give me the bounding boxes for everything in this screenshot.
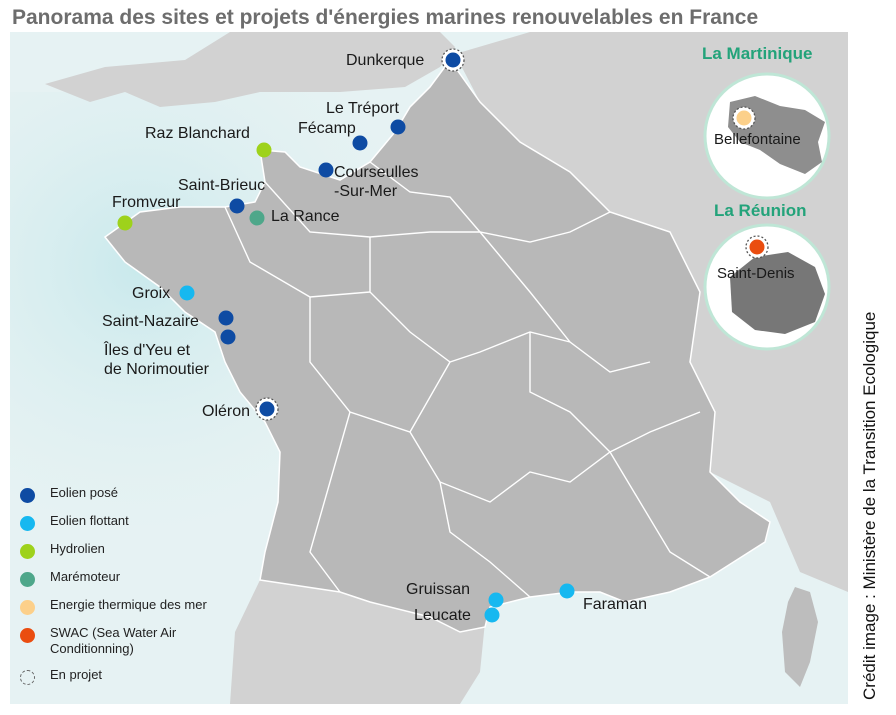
legend-label: En projet: [50, 667, 103, 682]
marker-oleron[interactable]: [259, 401, 275, 417]
label-bellefontaine: Bellefontaine: [714, 131, 801, 148]
marker-dunkerque[interactable]: [445, 52, 461, 68]
inset-title-martinique: La Martinique: [702, 44, 813, 63]
label-leucate: Leucate: [414, 607, 471, 624]
label-le-treport: Le Tréport: [326, 100, 399, 117]
marker-la-rance[interactable]: [249, 210, 265, 226]
legend-dot-hydrolien: [20, 544, 35, 559]
label-gruissan: Gruissan: [406, 581, 471, 598]
label-saint-denis: Saint-Denis: [717, 265, 795, 282]
label-fromveur: Fromveur: [112, 194, 181, 211]
marker-saint-nazaire[interactable]: [218, 310, 234, 326]
label-oleron: Oléron: [202, 403, 251, 420]
label-groix: Groix: [132, 285, 171, 302]
marker-iles-d-yeu-et-de-norimoutier[interactable]: [220, 329, 236, 345]
france-map: [10, 32, 848, 704]
marker-saint-denis[interactable]: [749, 239, 765, 255]
land-spain: [230, 580, 485, 704]
marker-fromveur[interactable]: [117, 215, 133, 231]
site-markers: [117, 48, 769, 623]
marker-courseulles-sur-mer[interactable]: [318, 162, 334, 178]
marker-saint-brieuc[interactable]: [229, 198, 245, 214]
label-courseulles-line2: -Sur-Mer: [334, 183, 398, 200]
land-uk: [45, 32, 455, 107]
marker-faraman[interactable]: [559, 583, 575, 599]
land-corsica: [782, 587, 818, 687]
label-saint-brieuc: Saint-Brieuc: [178, 177, 266, 194]
region-boundaries: [224, 161, 711, 598]
legend-label: Hydrolien: [50, 541, 105, 556]
marker-leucate[interactable]: [484, 607, 500, 623]
map-title: Panorama des sites et projets d'énergies…: [12, 6, 759, 29]
legend-label: Eolien flottant: [50, 513, 129, 528]
label-dunkerque: Dunkerque: [346, 52, 425, 69]
legend-dot-thermique: [20, 600, 35, 615]
label-faraman: Faraman: [583, 596, 648, 613]
legend-label: Eolien posé: [50, 485, 118, 500]
legend-dot-eolien-flottant: [20, 516, 35, 531]
legend-dot-eolien-pose: [20, 488, 35, 503]
label-saint-nazaire: Saint-Nazaire: [102, 313, 199, 330]
legend-label: Marémoteur: [50, 569, 121, 584]
legend-item-swac: SWAC (Sea Water Air Conditionning): [20, 625, 250, 659]
label-iles-yeu-line2: de Norimoutier: [104, 361, 209, 378]
marker-le-treport[interactable]: [390, 119, 406, 135]
legend-dot-swac: [20, 628, 35, 643]
legend-dot-maremoteur: [20, 572, 35, 587]
label-fecamp: Fécamp: [298, 120, 356, 137]
label-courseulles-line1: Courseulles: [334, 164, 419, 181]
marker-groix[interactable]: [179, 285, 195, 301]
map-area: [10, 32, 848, 704]
marker-raz-blanchard[interactable]: [256, 142, 272, 158]
inset-title-reunion: La Réunion: [714, 201, 807, 220]
image-credit: Crédit image : Ministère de la Transitio…: [860, 311, 879, 700]
label-raz-blanchard: Raz Blanchard: [145, 125, 250, 142]
legend-label: Energie thermique des mer: [50, 597, 207, 612]
label-iles-yeu-line1: Îles d'Yeu et: [104, 342, 191, 359]
marker-fecamp[interactable]: [352, 135, 368, 151]
land-france: [103, 58, 771, 633]
reunion-island: [730, 252, 825, 334]
legend-dot-en-projet: [20, 670, 35, 685]
marker-gruissan[interactable]: [488, 592, 504, 608]
marker-bellefontaine[interactable]: [736, 110, 752, 126]
label-la-rance: La Rance: [271, 208, 340, 225]
legend-label: SWAC (Sea Water Air Conditionning): [50, 625, 177, 656]
